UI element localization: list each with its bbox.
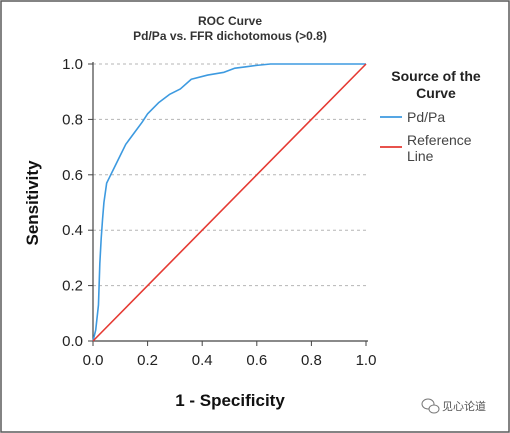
- axes: [88, 62, 368, 346]
- series-line-reference-line: [92, 63, 367, 342]
- watermark: 见心论道: [421, 398, 486, 414]
- x-tick-label-5: 1.0: [356, 352, 377, 369]
- legend-title-line-2: Curve: [416, 85, 456, 101]
- y-tick-label-0: 0.0: [62, 333, 83, 350]
- x-tick-label-0: 0.0: [83, 352, 104, 369]
- legend-label-reference-line-2: Line: [407, 148, 434, 164]
- x-tick-label-4: 0.8: [301, 352, 322, 369]
- y-tick-label-3: 0.6: [62, 167, 83, 184]
- legend-title-line-1: Source of the: [391, 68, 481, 84]
- legend: Source of the Curve Pd/Pa Reference Line: [380, 68, 481, 164]
- chart-subtitle: Pd/Pa vs. FFR dichotomous (>0.8): [133, 29, 327, 43]
- y-tick-label-4: 0.8: [62, 111, 83, 128]
- x-tick-label-3: 0.6: [246, 352, 267, 369]
- y-tick-label-1: 0.2: [62, 278, 83, 295]
- wechat-icon: [421, 398, 440, 414]
- y-tick-label-2: 0.4: [62, 222, 83, 239]
- tick-labels: 0.0 0.2 0.4 0.6 0.8 1.0 0.0 0.2 0.4 0.6 0.8 1.0: [62, 56, 376, 369]
- legend-label-reference-line-1: Reference: [407, 132, 472, 148]
- watermark-text: 见心论道: [442, 399, 486, 413]
- y-axis-title: Sensitivity: [23, 160, 42, 246]
- x-tick-label-1: 0.2: [137, 352, 158, 369]
- legend-label-pd-pa: Pd/Pa: [407, 109, 445, 125]
- x-axis-title: 1 - Specificity: [175, 391, 285, 410]
- x-tick-label-2: 0.4: [192, 352, 213, 369]
- chart-title: ROC Curve: [198, 14, 262, 28]
- series-line-pd-pa: [92, 63, 366, 342]
- series-lines: [92, 63, 367, 342]
- y-tick-label-5: 1.0: [62, 56, 83, 73]
